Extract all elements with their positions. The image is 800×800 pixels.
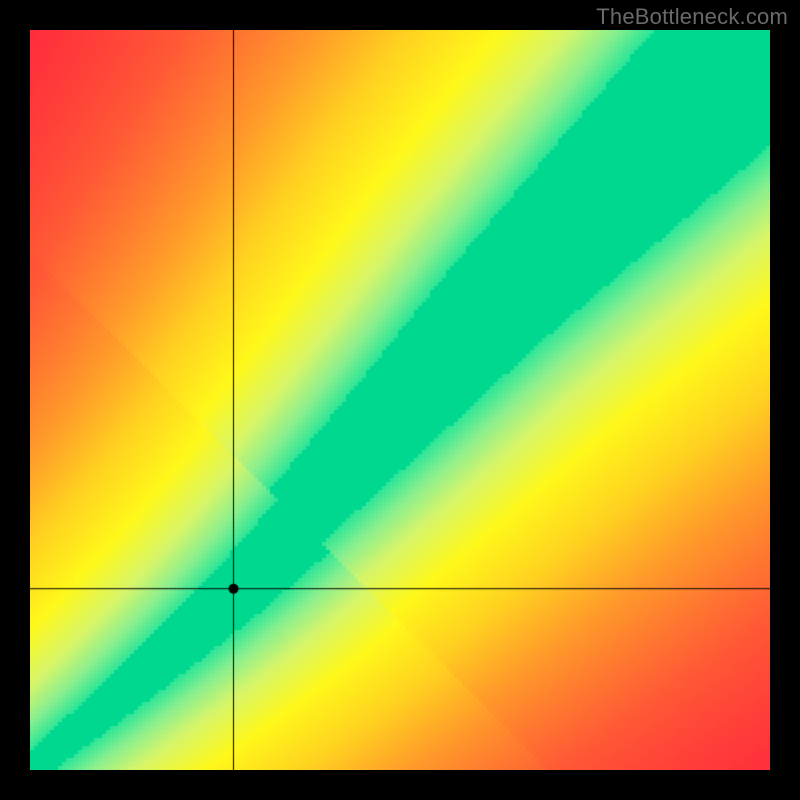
watermark-text: TheBottleneck.com — [596, 4, 788, 30]
heatmap-canvas — [30, 30, 770, 770]
chart-container: TheBottleneck.com — [0, 0, 800, 800]
